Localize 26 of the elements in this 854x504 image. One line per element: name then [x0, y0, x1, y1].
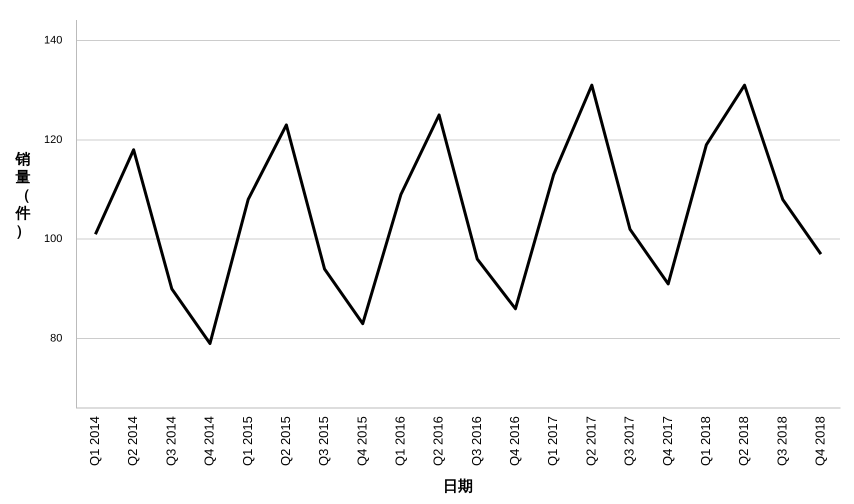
- x-tick-label: Q2 2018: [736, 416, 752, 466]
- x-tick-label: Q4 2015: [354, 416, 370, 466]
- x-tick-label: Q1 2018: [698, 416, 713, 466]
- x-axis-title: 日期: [443, 478, 474, 496]
- x-tick-label: Q3 2014: [163, 416, 178, 466]
- x-tick-label: Q2 2014: [125, 416, 140, 466]
- x-tick-label: Q4 2017: [660, 416, 675, 466]
- x-tick-label: Q3 2017: [622, 416, 637, 466]
- y-tick-label: 120: [44, 134, 62, 146]
- y-axis-title: 销量（件）: [14, 150, 32, 240]
- x-tick-label: Q4 2014: [202, 416, 217, 466]
- y-tick-label: 100: [44, 233, 62, 246]
- y-tick-label: 80: [50, 332, 62, 345]
- x-tick-label: Q3 2015: [316, 416, 332, 466]
- x-tick-label: Q2 2017: [583, 416, 598, 466]
- x-tick-label: Q1 2017: [545, 416, 560, 466]
- x-tick-label: Q1 2015: [240, 416, 255, 466]
- x-tick-label: Q3 2016: [468, 416, 484, 466]
- x-tick-label: Q3 2018: [774, 416, 790, 466]
- y-tick-label: 140: [44, 34, 62, 47]
- x-tick-label: Q2 2015: [278, 416, 293, 466]
- x-tick-label: Q1 2016: [392, 416, 408, 466]
- x-tick-label: Q4 2018: [812, 416, 828, 466]
- x-tick-label: Q1 2014: [87, 416, 102, 466]
- x-tick-label: Q2 2016: [430, 416, 446, 466]
- x-tick-label: Q4 2016: [507, 416, 522, 466]
